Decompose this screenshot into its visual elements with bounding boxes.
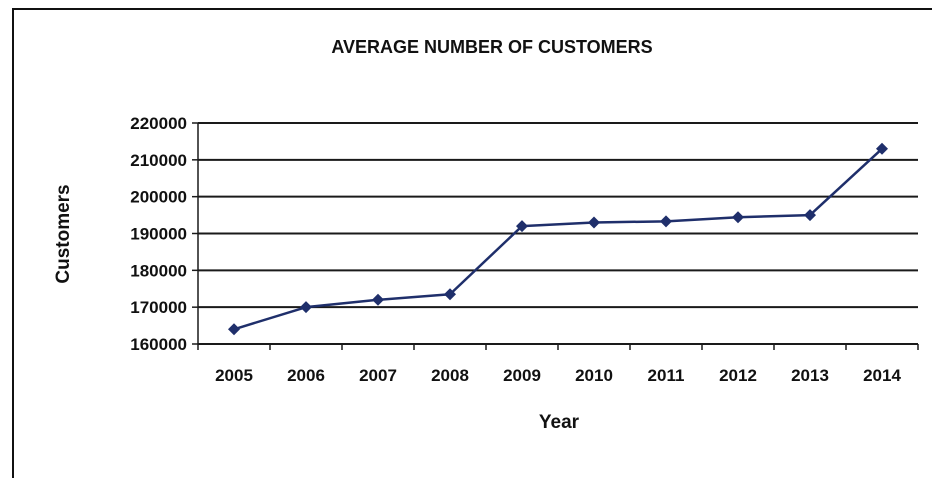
x-tick-label: 2011 (648, 366, 685, 385)
y-axis-label: Customers (53, 184, 74, 283)
x-tick-label: 2010 (575, 366, 613, 385)
y-tick-label: 220000 (130, 114, 187, 133)
data-point-marker (660, 215, 672, 227)
x-tick-label: 2012 (719, 366, 757, 385)
data-point-marker (228, 323, 240, 335)
x-tick-label: 2013 (791, 366, 829, 385)
y-tick-label: 160000 (130, 335, 187, 354)
y-tick-label: 180000 (130, 261, 187, 280)
data-point-marker (372, 294, 384, 306)
y-tick-label: 170000 (130, 298, 187, 317)
data-point-marker (588, 216, 600, 228)
x-axis-label: Year (539, 412, 580, 433)
x-tick-label: 2006 (287, 366, 325, 385)
x-tick-label: 2007 (359, 366, 397, 385)
y-tick-label: 200000 (130, 188, 187, 207)
chart-title: AVERAGE NUMBER OF CUSTOMERS (331, 37, 652, 57)
y-tick-label: 210000 (130, 151, 187, 170)
x-tick-label: 2014 (863, 366, 901, 385)
x-tick-label: 2008 (431, 366, 469, 385)
x-tick-label: 2009 (503, 366, 541, 385)
x-tick-label: 2005 (215, 366, 253, 385)
series-line (234, 149, 882, 329)
x-tick-labels: 2005 2006 2007 2008 2009 2010 2011 2012 2013 2014 (215, 366, 901, 385)
axes (192, 123, 918, 350)
data-point-marker (300, 301, 312, 313)
y-tick-label: 190000 (130, 225, 187, 244)
data-point-marker (732, 211, 744, 223)
y-tick-labels: 160000 170000 180000 190000 200000 210000 2200… (130, 114, 187, 354)
